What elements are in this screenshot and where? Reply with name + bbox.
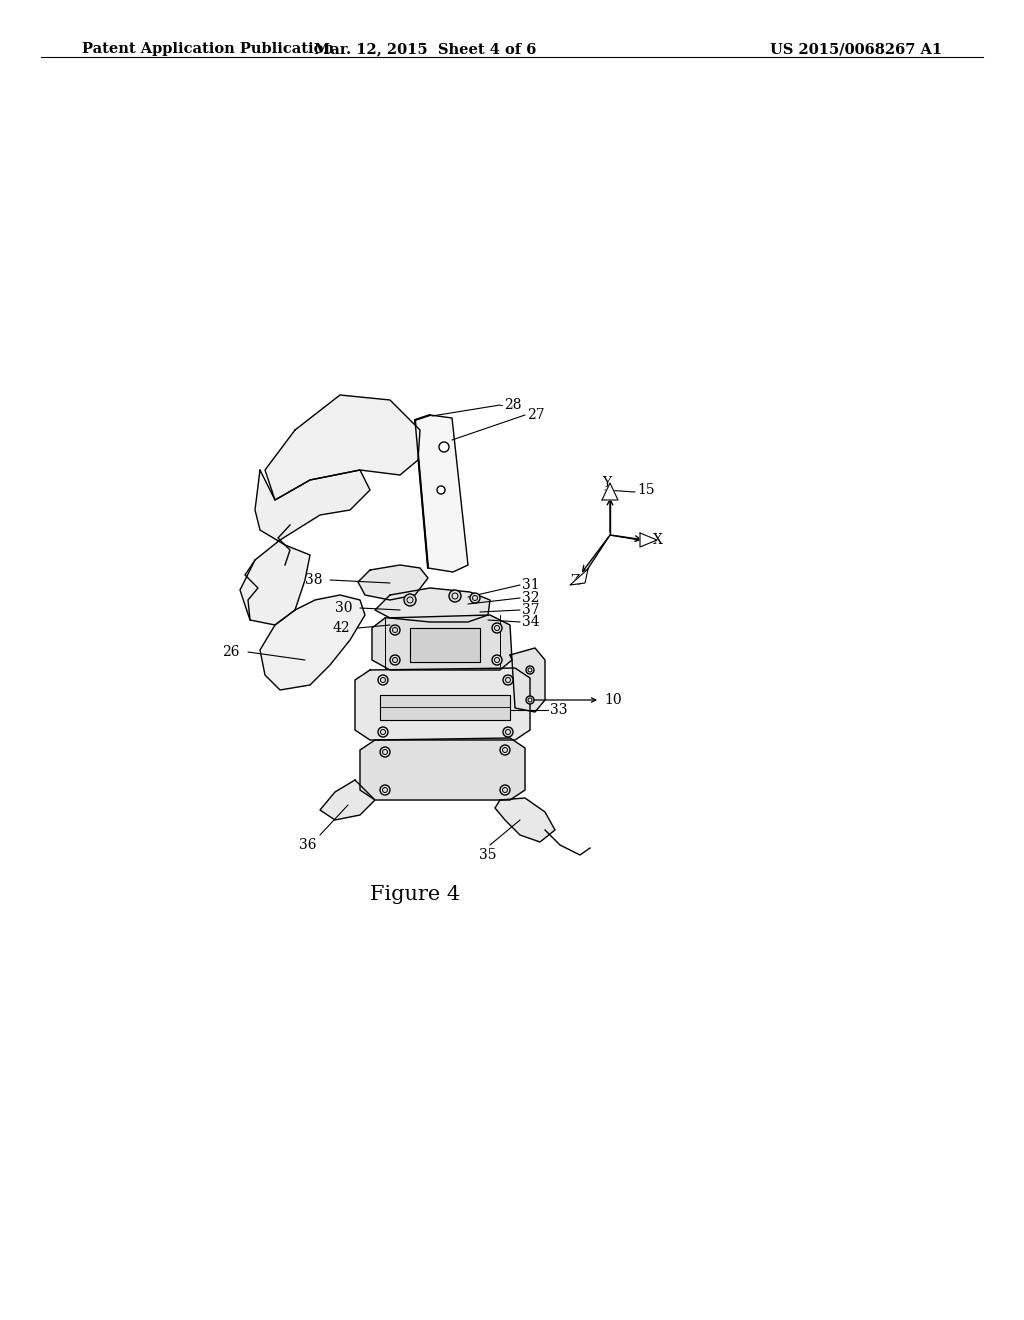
Polygon shape: [360, 738, 525, 800]
Text: 31: 31: [522, 578, 540, 591]
Polygon shape: [510, 648, 545, 711]
Circle shape: [528, 698, 532, 702]
Circle shape: [407, 597, 413, 603]
Polygon shape: [602, 483, 618, 500]
Text: Figure 4: Figure 4: [370, 886, 460, 904]
Circle shape: [392, 657, 397, 663]
Text: 30: 30: [335, 601, 352, 615]
Circle shape: [526, 667, 534, 675]
Circle shape: [390, 624, 400, 635]
Circle shape: [492, 623, 502, 634]
Text: Patent Application Publication: Patent Application Publication: [82, 42, 334, 57]
Polygon shape: [240, 470, 370, 624]
Circle shape: [472, 595, 477, 601]
Text: 27: 27: [527, 408, 545, 422]
Text: 34: 34: [522, 615, 540, 630]
Text: 28: 28: [504, 399, 521, 412]
Polygon shape: [319, 780, 375, 820]
Polygon shape: [410, 628, 480, 663]
Circle shape: [452, 593, 458, 599]
Circle shape: [500, 744, 510, 755]
Circle shape: [437, 486, 445, 494]
Circle shape: [506, 677, 511, 682]
Circle shape: [449, 590, 461, 602]
Polygon shape: [358, 565, 428, 601]
Text: Mar. 12, 2015  Sheet 4 of 6: Mar. 12, 2015 Sheet 4 of 6: [313, 42, 537, 57]
Circle shape: [526, 696, 534, 704]
Circle shape: [383, 788, 387, 792]
Polygon shape: [372, 615, 512, 671]
Circle shape: [404, 594, 416, 606]
Circle shape: [495, 657, 500, 663]
Circle shape: [506, 730, 511, 734]
Polygon shape: [380, 696, 510, 719]
Polygon shape: [260, 595, 365, 690]
Circle shape: [390, 655, 400, 665]
Text: 38: 38: [304, 573, 322, 587]
Circle shape: [503, 675, 513, 685]
Text: 36: 36: [299, 838, 316, 851]
Polygon shape: [415, 414, 468, 572]
Text: 10: 10: [604, 693, 622, 708]
Circle shape: [378, 727, 388, 737]
Circle shape: [439, 442, 449, 451]
Circle shape: [503, 788, 508, 792]
Text: 15: 15: [637, 483, 654, 498]
Circle shape: [392, 627, 397, 632]
Circle shape: [470, 593, 480, 603]
Text: 37: 37: [522, 603, 540, 616]
Text: 32: 32: [522, 591, 540, 605]
Polygon shape: [570, 569, 588, 585]
Text: 26: 26: [222, 645, 240, 659]
Circle shape: [383, 750, 387, 755]
Polygon shape: [495, 799, 555, 842]
Text: Y: Y: [602, 477, 611, 490]
Polygon shape: [265, 395, 420, 500]
Circle shape: [381, 677, 385, 682]
Circle shape: [381, 730, 385, 734]
Circle shape: [378, 675, 388, 685]
Circle shape: [380, 785, 390, 795]
Polygon shape: [355, 668, 530, 741]
Text: 35: 35: [479, 847, 497, 862]
Circle shape: [528, 668, 532, 672]
Circle shape: [495, 626, 500, 631]
Circle shape: [380, 747, 390, 756]
Polygon shape: [375, 587, 490, 622]
Circle shape: [503, 727, 513, 737]
Circle shape: [503, 747, 508, 752]
Text: 42: 42: [333, 620, 350, 635]
Circle shape: [500, 785, 510, 795]
Text: 33: 33: [550, 704, 567, 717]
Text: X: X: [653, 533, 663, 546]
Polygon shape: [640, 533, 657, 546]
Text: Z: Z: [570, 574, 580, 587]
Text: US 2015/0068267 A1: US 2015/0068267 A1: [770, 42, 942, 57]
Circle shape: [492, 655, 502, 665]
